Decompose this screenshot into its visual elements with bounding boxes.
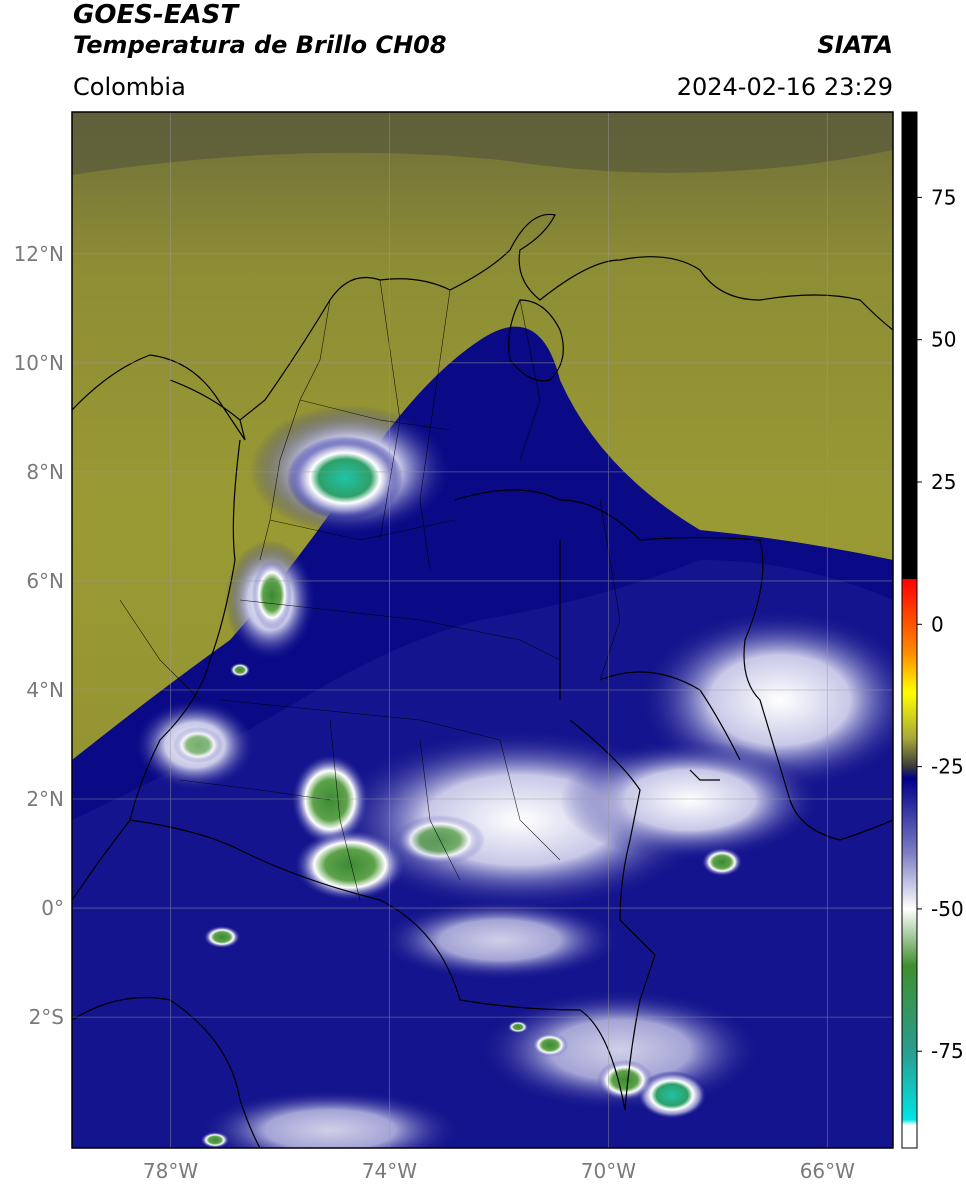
map-frame <box>71 111 894 1149</box>
colorbar: 75 50 25 0 -25 -50 -75 <box>901 111 964 1149</box>
lat-tick-label: 0° <box>41 896 64 920</box>
department-boundaries <box>119 279 621 901</box>
brightness-temperature-field <box>72 112 893 1148</box>
colorbar-label: 0 <box>931 612 944 636</box>
lon-tick-label: 78°W <box>143 1159 198 1183</box>
colorbar-label: -75 <box>931 1039 964 1063</box>
colorbar-label: 75 <box>931 185 956 209</box>
lon-tick-label: 74°W <box>362 1159 417 1183</box>
lat-tick-label: 8°N <box>26 460 64 484</box>
satellite-title: GOES-EAST <box>73 0 239 30</box>
colorbar-label: -25 <box>931 755 964 779</box>
lat-tick-label: 2°S <box>29 1005 64 1029</box>
colorbar-label: -50 <box>931 897 964 921</box>
lon-tick-label: 70°W <box>581 1159 636 1183</box>
lat-tick-label: 2°N <box>26 787 64 811</box>
source-label: SIATA <box>817 31 893 59</box>
lat-tick-label: 6°N <box>26 569 64 593</box>
colorbar-label: 25 <box>931 470 956 494</box>
product-title: Temperatura de Brillo CH08 <box>73 31 447 59</box>
lat-tick-label: 10°N <box>14 351 64 375</box>
map-gridlines <box>72 112 893 1148</box>
longitude-labels: 78°W 74°W 70°W 66°W <box>143 1159 855 1183</box>
lat-tick-label: 4°N <box>26 678 64 702</box>
country-boundaries <box>72 213 893 1148</box>
datetime-label: 2024-02-16 23:29 <box>676 73 893 101</box>
lon-tick-label: 66°W <box>800 1159 855 1183</box>
colorbar-label: 50 <box>931 328 956 352</box>
lat-tick-label: 12°N <box>14 242 64 266</box>
region-label: Colombia <box>73 73 186 101</box>
latitude-labels: 12°N 10°N 8°N 6°N 4°N 2°N 0° 2°S <box>14 242 64 1029</box>
